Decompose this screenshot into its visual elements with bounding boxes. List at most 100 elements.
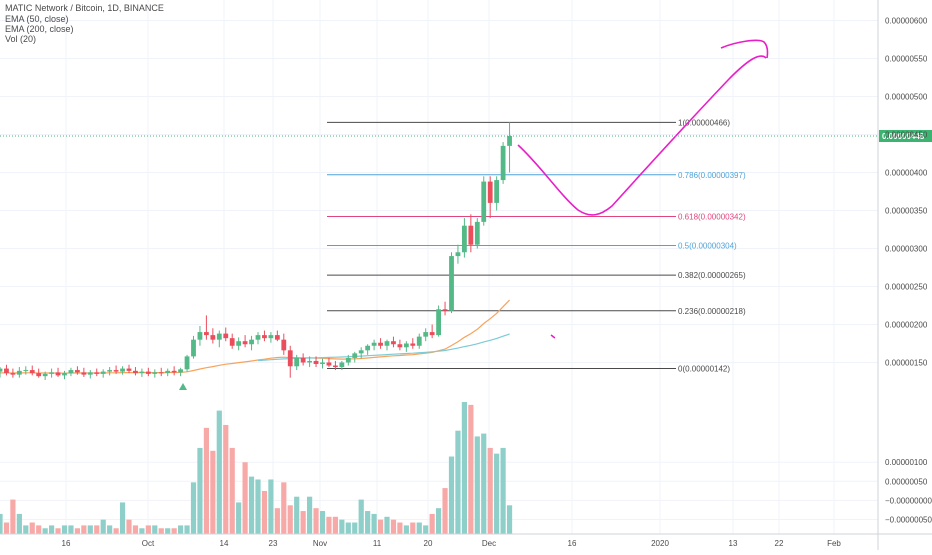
candle-body — [68, 370, 74, 374]
volume-bar — [255, 479, 261, 534]
volume-bar — [410, 522, 416, 534]
candle-body — [165, 370, 171, 374]
volume-bar — [74, 528, 80, 534]
candle-body — [333, 365, 338, 368]
time-tick-label: 16 — [62, 539, 71, 548]
candle-body — [152, 372, 158, 374]
volume-bar — [390, 519, 397, 534]
volume-bar — [468, 404, 474, 534]
symbol-title: MATIC Network / Bitcoin, 1D, BINANCE — [5, 3, 164, 13]
volume-bar — [216, 410, 222, 534]
volume-bar — [184, 525, 190, 534]
candle-body — [184, 356, 190, 370]
volume-bar — [178, 525, 184, 534]
price-tick-label: 0.00000200 — [885, 320, 928, 329]
candle-body — [242, 341, 248, 345]
ema200-line — [257, 333, 510, 362]
candle-body — [403, 343, 409, 348]
volume-bar — [55, 528, 61, 534]
volume-bar — [326, 516, 332, 534]
drawing-tick — [550, 334, 556, 339]
candle-body — [294, 357, 300, 367]
price-tick-label: 0.00000150 — [885, 358, 928, 367]
volume-bar — [352, 522, 358, 534]
volume-bar — [448, 456, 455, 534]
candle-body — [287, 350, 293, 367]
candle-body — [423, 332, 429, 337]
candle-body — [481, 181, 487, 222]
volume-bar — [436, 508, 442, 534]
volume-bar — [268, 479, 274, 534]
volume-bar — [223, 424, 229, 534]
candle-body — [178, 369, 183, 373]
candle-body — [107, 370, 113, 372]
fib-retracement[interactable]: 1(0.00000466) 0.786(0.00000397) 0.618(0.00… — [327, 118, 746, 374]
candle-body — [87, 372, 93, 375]
grid — [0, 0, 878, 534]
candle-body — [191, 339, 196, 357]
volume-bar — [49, 525, 55, 534]
fib-level-label: 1(0.00000466) — [678, 118, 730, 127]
user-drawing[interactable] — [517, 39, 769, 339]
volume-bar — [494, 453, 500, 534]
time-tick-label: 2020 — [651, 539, 669, 548]
volume-bar — [339, 519, 345, 534]
chart-legend: MATIC Network / Bitcoin, 1D, BINANCE EMA… — [5, 3, 164, 44]
volume-bar — [345, 522, 351, 534]
time-tick-label: 11 — [373, 539, 382, 548]
price-tick-label: 0.00000250 — [885, 282, 928, 291]
volume-bar — [307, 496, 313, 534]
volume-bar — [107, 525, 113, 534]
fib-level-label: 0.786(0.00000397) — [678, 171, 746, 180]
candle-body — [49, 372, 54, 374]
volume-bar — [197, 447, 203, 534]
candle-body — [268, 335, 274, 339]
candle-body — [468, 225, 474, 245]
volume-bar — [165, 528, 171, 534]
candle-body — [216, 333, 222, 340]
candle-body — [507, 136, 512, 146]
volume-bar — [261, 490, 268, 534]
price-tick-label: −0.00000050 — [885, 516, 932, 525]
candle-body — [281, 339, 287, 351]
current-price-tag — [879, 130, 932, 142]
volume-bar — [113, 528, 119, 534]
volume-bar — [145, 525, 151, 534]
volume-bar — [171, 528, 177, 534]
candle-body — [171, 370, 177, 373]
candle-body — [455, 252, 461, 257]
volume-bar — [384, 516, 390, 534]
candle-body — [10, 373, 16, 375]
candle-body — [62, 373, 67, 376]
volume-bar — [203, 427, 209, 534]
candle-body — [126, 368, 132, 371]
candles — [0, 122, 512, 380]
candle-body — [494, 180, 500, 203]
candle-body — [487, 181, 493, 203]
candle-body — [262, 335, 267, 339]
candle-body — [474, 221, 480, 245]
volume-bar — [68, 525, 74, 534]
volume-bars — [0, 402, 513, 534]
volume-bar — [429, 513, 435, 534]
volume-bar — [87, 525, 93, 534]
volume-bar — [365, 511, 371, 534]
candle-body — [326, 362, 332, 366]
volume-bar — [281, 482, 287, 534]
time-tick-label: 16 — [568, 539, 577, 548]
time-tick-label: Oct — [142, 539, 155, 548]
ema200-label: EMA (200, close) — [5, 24, 74, 34]
candle-body — [249, 339, 254, 345]
fib-level-label: 0.382(0.00000265) — [678, 271, 746, 280]
candle-body — [442, 309, 448, 311]
volume-bar — [377, 519, 384, 534]
volume-bar — [236, 502, 242, 534]
volume-bar — [152, 525, 158, 534]
candle-body — [113, 370, 119, 372]
volume-bar — [455, 430, 461, 534]
candle-body — [0, 368, 3, 372]
volume-bar — [506, 505, 513, 534]
candle-body — [384, 341, 390, 346]
